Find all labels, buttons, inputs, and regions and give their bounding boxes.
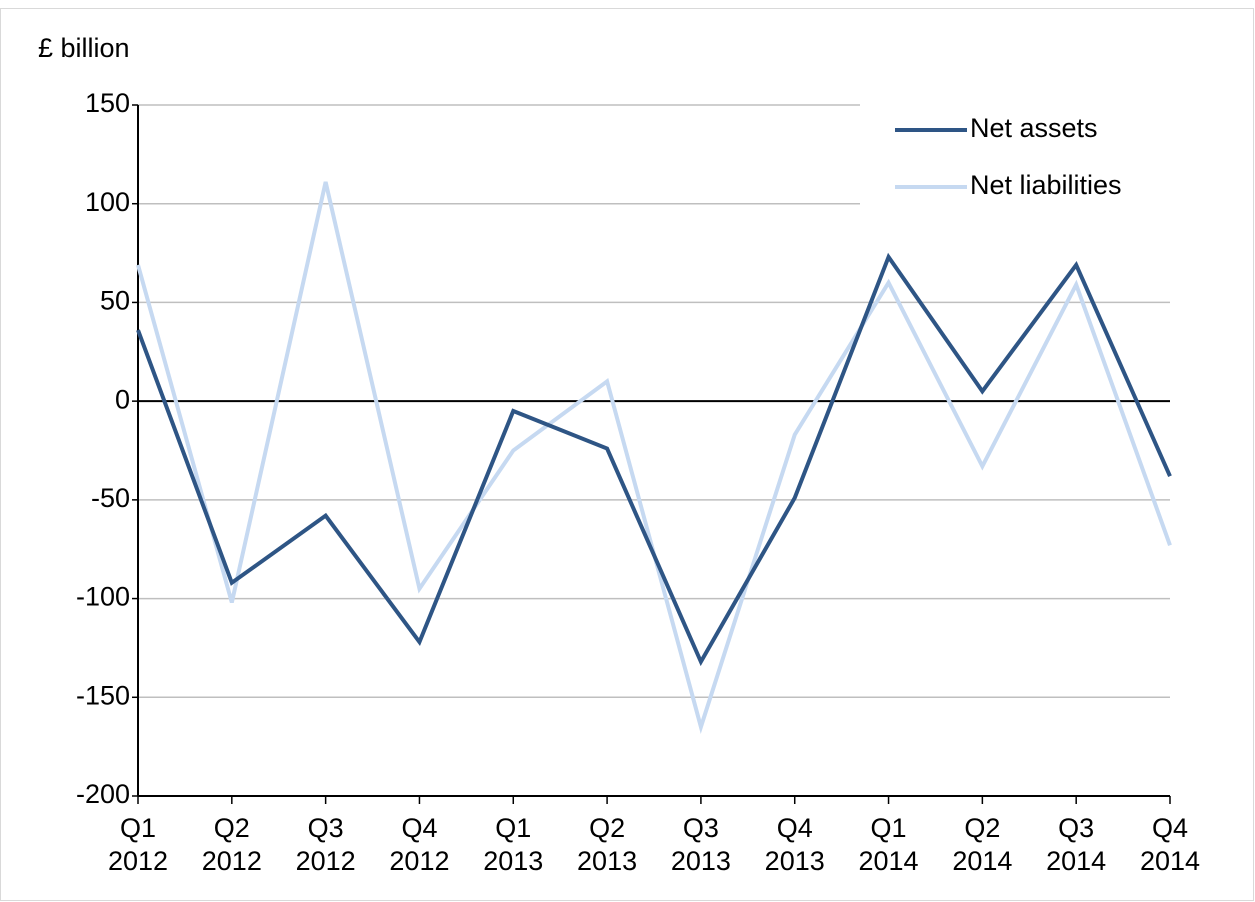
y-tick-label: 0 bbox=[115, 384, 130, 414]
y-tick-label: -100 bbox=[76, 582, 130, 612]
x-tick-label: Q3 2012 bbox=[295, 813, 356, 876]
x-tick-label: Q4 2012 bbox=[389, 813, 450, 876]
y-tick-label: -150 bbox=[76, 680, 130, 710]
x-tick-label: Q2 2012 bbox=[201, 813, 262, 876]
x-tick-label: Q3 2014 bbox=[1046, 813, 1107, 876]
legend-label: Net liabilities bbox=[970, 170, 1122, 200]
x-tick-label: Q3 2013 bbox=[670, 813, 731, 876]
x-tick-label: Q1 2012 bbox=[107, 813, 169, 876]
legend-label: Net assets bbox=[970, 113, 1098, 143]
x-tick-label: Q2 2014 bbox=[952, 813, 1013, 876]
y-tick-label: 150 bbox=[85, 88, 130, 118]
x-tick-label: Q4 2013 bbox=[764, 813, 825, 876]
y-tick-label: -50 bbox=[91, 483, 130, 513]
y-tick-label: 50 bbox=[100, 286, 130, 316]
y-axis-label: £ billion bbox=[38, 33, 130, 63]
frame bbox=[0, 8, 1254, 901]
series-line bbox=[136, 181, 1172, 734]
legend-background bbox=[860, 102, 1170, 214]
x-tick-label: Q1 2014 bbox=[858, 813, 919, 876]
x-tick-label: Q2 2013 bbox=[577, 813, 638, 876]
x-tick-label: Q4 2014 bbox=[1139, 813, 1201, 876]
x-tick-label: Q1 2013 bbox=[483, 813, 544, 876]
y-tick-label: 100 bbox=[85, 187, 130, 217]
y-tick-label: -200 bbox=[76, 779, 130, 809]
series-line bbox=[136, 252, 1172, 667]
